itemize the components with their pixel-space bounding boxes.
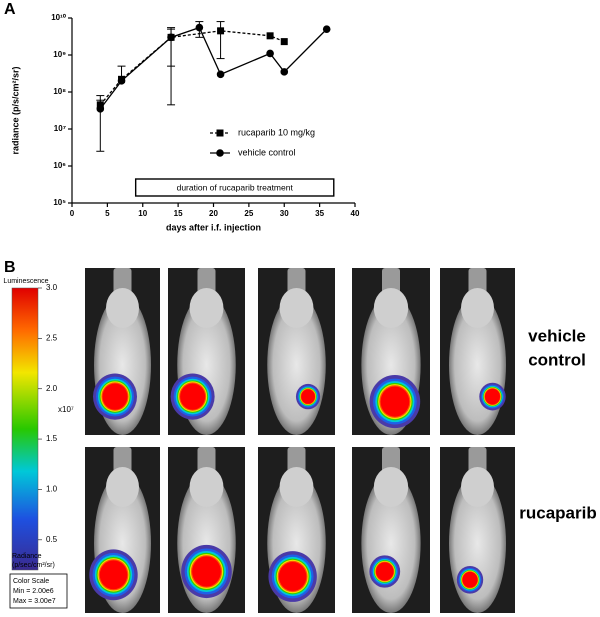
panel-label: B	[4, 259, 16, 276]
y-tick-label: 10⁸	[53, 87, 66, 96]
signal	[462, 571, 478, 588]
colorbar-tick-label: 3.0	[46, 283, 58, 292]
colorbar-multiplier: x10⁷	[58, 405, 74, 414]
signal	[102, 383, 128, 410]
colorbar-tick-label: 2.0	[46, 384, 58, 393]
y-tick-label: 10⁵	[53, 198, 66, 207]
mouse-head	[279, 467, 314, 507]
y-tick-label: 10¹⁰	[51, 13, 67, 22]
signal	[99, 560, 128, 590]
legend-marker	[216, 129, 224, 137]
mouse-head	[373, 467, 409, 507]
color-scale-text: Max = 3.00e7	[13, 598, 56, 605]
marker	[167, 33, 175, 42]
mouse-head	[461, 288, 494, 328]
mouse-image	[352, 447, 430, 613]
mouse-image	[258, 268, 335, 435]
legend-label: vehicle control	[238, 147, 296, 157]
y-tick-label: 10⁹	[53, 50, 66, 59]
mouse-head	[461, 467, 494, 507]
row-label: vehicle	[528, 326, 586, 345]
mouse-image	[258, 447, 335, 613]
x-tick-label: 25	[244, 209, 253, 218]
marker	[117, 77, 126, 85]
annotation: duration of rucaparib treatment	[177, 182, 294, 192]
mouse-image	[440, 268, 515, 435]
mouse-head	[106, 288, 139, 328]
color-scale-text: Color Scale	[13, 578, 49, 585]
colorbar-tick-label: 1.0	[46, 485, 58, 494]
colorbar-title: Luminescence	[3, 278, 48, 285]
y-axis-label: radiance (p/s/cm²/sr)	[10, 66, 20, 154]
signal	[485, 388, 500, 405]
signal	[301, 389, 315, 404]
mouse-image	[85, 268, 160, 435]
signal	[192, 556, 221, 587]
colorbar	[11, 287, 39, 571]
signal	[376, 562, 394, 581]
marker	[195, 23, 204, 32]
row-label: control	[528, 350, 586, 369]
color-scale-box	[9, 573, 68, 609]
marker	[216, 70, 225, 79]
mouse-image	[352, 268, 430, 435]
mouse-image	[440, 447, 515, 613]
mouse-head	[106, 467, 139, 507]
marker	[266, 32, 274, 40]
legend-marker	[216, 149, 224, 157]
colorbar-unit: (p/sec/cm²/sr)	[12, 562, 55, 569]
mouse-head	[189, 467, 224, 507]
signal	[380, 386, 410, 417]
series-line	[99, 26, 328, 110]
x-axis-label: days after i.f. injection	[166, 222, 261, 232]
marker	[280, 68, 289, 76]
marker	[217, 27, 225, 35]
marker	[96, 105, 105, 113]
legend-label: rucaparib 10 mg/kg	[238, 127, 315, 137]
annotation-box	[134, 178, 335, 197]
signal	[180, 383, 206, 410]
color-scale-text: Min = 2.00e6	[13, 588, 54, 595]
signal	[278, 562, 307, 591]
x-tick-label: 15	[174, 209, 183, 218]
y-tick-label: 10⁷	[54, 124, 66, 133]
y-tick-label: 10⁶	[53, 161, 66, 170]
colorbar-unit: Radiance	[12, 553, 42, 560]
mouse-head	[279, 288, 314, 328]
mouse-head	[189, 288, 224, 328]
mouse-image	[168, 268, 245, 435]
mouse-image	[85, 447, 160, 613]
colorbar-tick-label: 2.5	[46, 333, 58, 342]
x-tick-label: 0	[70, 209, 75, 218]
colorbar-tick-label: 1.5	[46, 434, 58, 443]
x-tick-label: 30	[280, 209, 289, 218]
x-tick-label: 35	[315, 209, 324, 218]
x-tick-label: 20	[209, 209, 218, 218]
colorbar-tick-label: 0.5	[46, 535, 58, 544]
x-tick-label: 40	[351, 209, 360, 218]
x-tick-label: 10	[138, 209, 147, 218]
mouse-head	[373, 288, 409, 328]
panel-label: A	[4, 1, 16, 18]
mouse-image	[168, 447, 245, 613]
row-label: rucaparib	[519, 503, 596, 522]
series-line	[99, 30, 285, 106]
x-tick-label: 5	[105, 209, 110, 218]
marker	[266, 49, 274, 58]
marker	[280, 38, 288, 46]
marker	[322, 25, 331, 33]
